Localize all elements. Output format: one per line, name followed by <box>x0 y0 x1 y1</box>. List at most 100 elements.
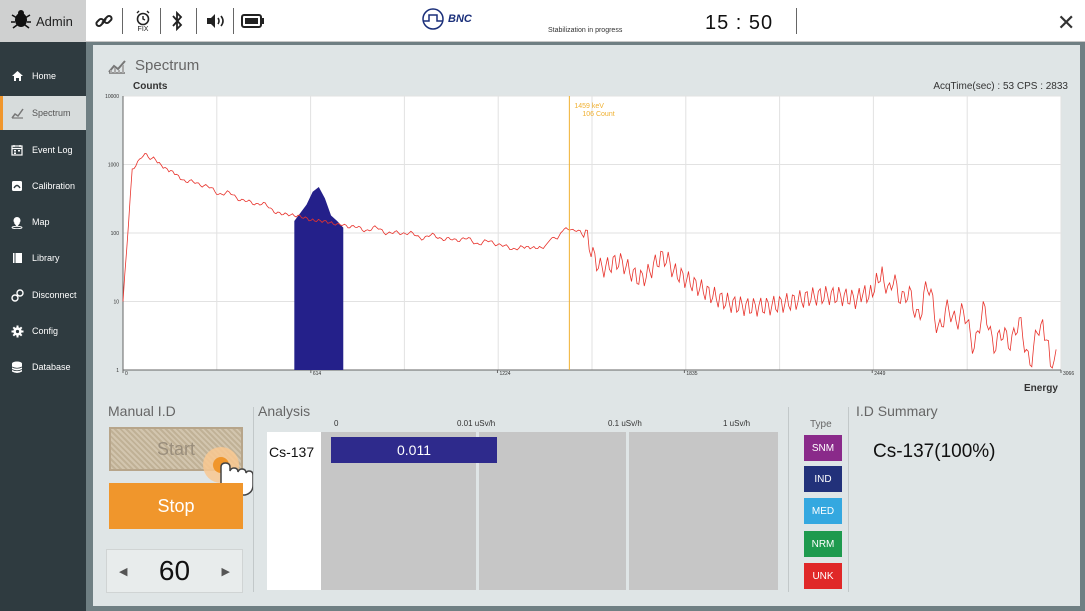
bnc-brand-text: BNC <box>448 13 472 25</box>
section-divider <box>788 407 789 592</box>
sidebar-item-spectrum[interactable]: Spectrum <box>0 96 86 130</box>
speaker-icon[interactable] <box>204 6 228 36</box>
spectrum-title-text: Spectrum <box>135 57 200 74</box>
analysis-title: Analysis <box>258 403 311 419</box>
x-tick-label: 1224 <box>499 371 510 377</box>
sidebar-item-label: Disconnect <box>32 290 77 300</box>
spectrum-title: Spectrum <box>107 57 199 74</box>
section-divider <box>253 407 254 592</box>
calendar-icon <box>10 143 24 157</box>
y-tick-label: 100 <box>111 231 120 237</box>
sidebar-item-home[interactable]: Home <box>0 59 86 93</box>
type-badge-snm: SNM <box>804 435 842 461</box>
x-axis-label: Energy <box>1024 383 1058 394</box>
home-icon <box>10 69 24 83</box>
y-tick-label: 10000 <box>105 94 119 100</box>
sidebar-item-database[interactable]: Database <box>0 350 86 384</box>
sidebar-item-library[interactable]: Library <box>0 241 86 275</box>
sidebar-item-label: Map <box>32 217 50 227</box>
spectrum-series-line <box>122 153 1057 369</box>
sidebar-item-calibration[interactable]: Calibration <box>0 169 86 203</box>
bnc-logo: BNC <box>420 8 472 30</box>
id-summary-result: Cs-137(100%) <box>873 441 996 462</box>
dose-tick-label: 0.1 uSv/h <box>608 419 642 428</box>
top-divider <box>233 8 234 34</box>
dose-grid-divider <box>626 432 629 590</box>
alarm-fix-icon[interactable]: FIX <box>131 6 155 36</box>
map-pin-icon <box>10 215 24 229</box>
nuclide-column <box>267 432 321 590</box>
type-badge-unk: UNK <box>804 563 842 589</box>
y-axis-label: Counts <box>133 81 168 92</box>
unlink-icon <box>10 288 24 302</box>
decrease-arrow-icon[interactable]: ◀ <box>119 565 128 578</box>
acquisition-info: AcqTime(sec) : 53 CPS : 2833 <box>933 81 1068 92</box>
calibration-icon <box>10 179 24 193</box>
x-tick-label: 0 <box>125 371 128 377</box>
dose-tick-label: 0.01 uSv/h <box>457 419 496 428</box>
marker-energy-label: 1459 keV <box>574 103 604 110</box>
top-divider <box>196 8 197 34</box>
sidebar-item-disconnect[interactable]: Disconnect <box>0 278 86 312</box>
close-icon[interactable]: ✕ <box>1057 10 1076 35</box>
admin-user[interactable]: Admin <box>0 0 86 42</box>
gear-icon <box>10 324 24 338</box>
main-panel: Spectrum Counts AcqTime(sec) : 53 CPS : … <box>93 45 1080 606</box>
sidebar-item-label: Spectrum <box>32 108 71 118</box>
top-bar: Admin FIX BNC Stabilization in progress … <box>0 0 1085 42</box>
link-icon[interactable] <box>92 6 116 36</box>
top-divider <box>122 8 123 34</box>
dose-rate-bar: 0.011 <box>331 437 497 463</box>
roi-peak-area <box>294 186 344 370</box>
spectrum-icon <box>108 59 126 74</box>
x-tick-label: 1835 <box>686 371 697 377</box>
id-summary-title: I.D Summary <box>856 403 938 419</box>
section-divider <box>848 407 849 592</box>
spectrum-icon <box>10 106 24 120</box>
y-tick-label: 10 <box>113 300 119 306</box>
stop-button[interactable]: Stop <box>109 483 243 529</box>
x-tick-label: 614 <box>313 371 322 377</box>
x-tick-label: 2449 <box>874 371 885 377</box>
admin-bug-icon <box>10 9 32 34</box>
y-tick-label: 1 <box>116 368 119 374</box>
dose-tick-label: 1 uSv/h <box>723 419 751 428</box>
battery-icon <box>240 6 266 36</box>
admin-label: Admin <box>36 13 73 29</box>
duration-stepper: ◀ 60 ▶ <box>106 549 243 593</box>
top-divider <box>160 8 161 34</box>
top-divider <box>796 8 797 34</box>
touch-hand-icon <box>201 445 263 506</box>
y-tick-label: 1000 <box>108 163 119 169</box>
stabilization-status: Stabilization in progress <box>548 27 623 34</box>
sidebar-item-event-log[interactable]: Event Log <box>0 133 86 167</box>
fix-label: FIX <box>137 25 149 33</box>
sidebar-item-label: Database <box>32 362 71 372</box>
marker-count-label: 106 Count <box>582 111 614 118</box>
sidebar-item-label: Library <box>32 253 60 263</box>
database-icon <box>10 360 24 374</box>
dose-tick-label: 0 <box>334 419 339 428</box>
nuclide-name: Cs-137 <box>269 444 315 460</box>
sidebar-item-config[interactable]: Config <box>0 314 86 348</box>
x-tick-label: 3066 <box>1063 371 1074 377</box>
book-icon <box>10 251 24 265</box>
sidebar-item-map[interactable]: Map <box>0 205 86 239</box>
increase-arrow-icon[interactable]: ▶ <box>221 565 230 578</box>
manual-id-title: Manual I.D <box>108 403 176 419</box>
sidebar-item-label: Event Log <box>32 145 73 155</box>
sidebar-item-label: Config <box>32 326 59 336</box>
spectrum-chart[interactable]: 10000 1000 100 10 1 0 614 1224 1835 2449 3066 1459 … <box>93 45 1080 395</box>
clock: 15 : 50 <box>705 12 774 34</box>
sidebar-item-label: Calibration <box>32 181 76 191</box>
dose-grid-divider <box>476 432 479 590</box>
duration-value: 60 <box>158 555 191 586</box>
sidebar-item-label: Home <box>32 71 57 81</box>
type-badge-nrm: NRM <box>804 531 842 557</box>
start-button[interactable]: Start <box>109 427 243 471</box>
bluetooth-icon[interactable] <box>166 6 188 36</box>
type-badge-ind: IND <box>804 466 842 492</box>
type-title: Type <box>810 419 832 430</box>
type-badge-med: MED <box>804 498 842 524</box>
sidebar: Home Spectrum Event Log Calibration Map … <box>0 42 86 611</box>
